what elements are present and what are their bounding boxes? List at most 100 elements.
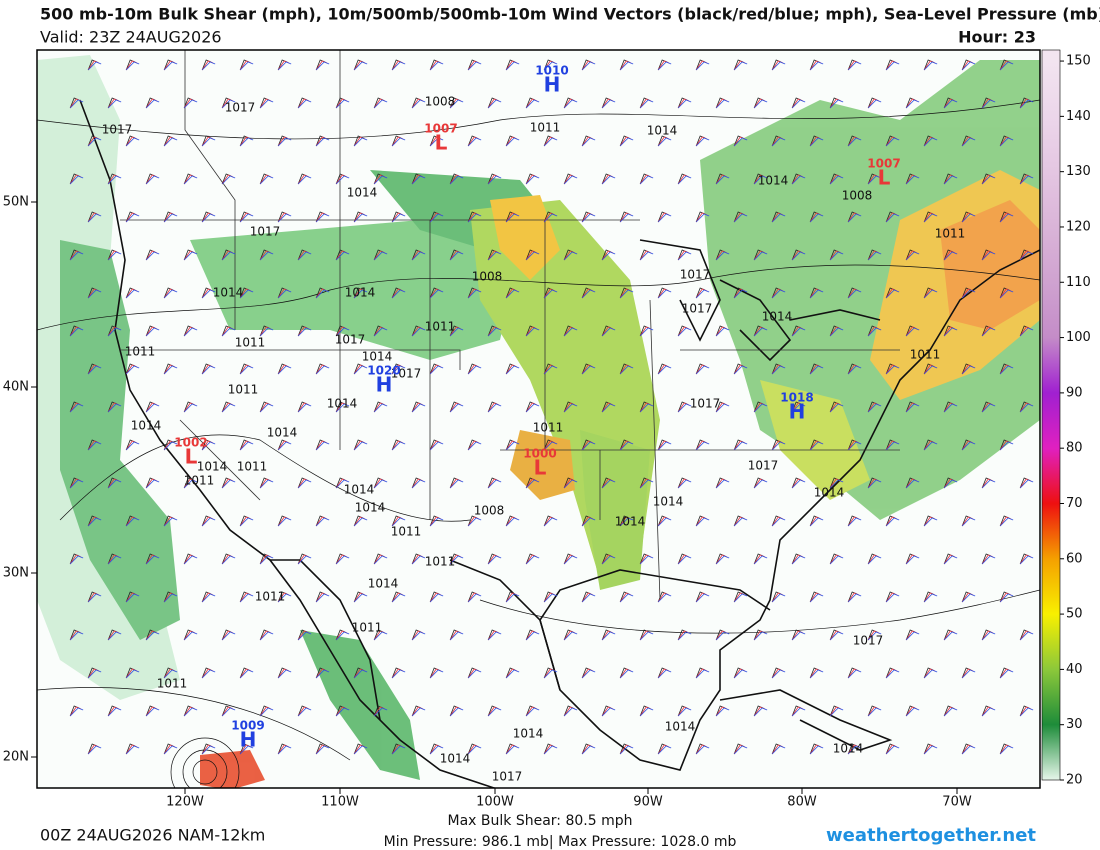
wind-barb bbox=[145, 99, 160, 109]
pressure-center-letter: L bbox=[185, 445, 198, 469]
wind-barb bbox=[429, 441, 444, 451]
wind-barb bbox=[449, 327, 464, 337]
wind-barb bbox=[715, 327, 730, 337]
wind-barb bbox=[619, 517, 634, 527]
wind-barb bbox=[335, 555, 350, 565]
isobar-label: 1011 bbox=[425, 320, 456, 334]
wind-barb bbox=[335, 631, 350, 641]
wind-barb bbox=[847, 61, 862, 71]
wind-barb bbox=[791, 707, 806, 717]
wind-barb bbox=[145, 555, 160, 565]
isobar-label: 1011 bbox=[935, 227, 966, 241]
pressure-center-letter: H bbox=[789, 400, 806, 424]
wind-barb bbox=[639, 479, 654, 489]
wind-barb bbox=[87, 745, 102, 755]
wind-barb bbox=[315, 517, 330, 527]
wind-barb bbox=[601, 99, 616, 109]
isobar-label: 1011 bbox=[530, 121, 561, 135]
wind-barb bbox=[335, 175, 350, 185]
wind-barb bbox=[639, 99, 654, 109]
wind-barb bbox=[619, 593, 634, 603]
wind-barb bbox=[125, 745, 140, 755]
wind-barb bbox=[277, 213, 292, 223]
wind-barb bbox=[601, 327, 616, 337]
lon-label: 110W bbox=[321, 795, 359, 810]
wind-barb bbox=[733, 745, 748, 755]
wind-barb bbox=[657, 289, 672, 299]
wind-barb bbox=[733, 441, 748, 451]
wind-barb bbox=[847, 213, 862, 223]
wind-barb bbox=[391, 289, 406, 299]
wind-barb bbox=[715, 707, 730, 717]
wind-barb bbox=[867, 555, 882, 565]
wind-barb bbox=[771, 745, 786, 755]
wind-barb bbox=[107, 327, 122, 337]
wind-barb bbox=[449, 251, 464, 261]
wind-barb bbox=[695, 441, 710, 451]
wind-barb bbox=[391, 517, 406, 527]
wind-barb bbox=[867, 479, 882, 489]
wind-barb bbox=[753, 479, 768, 489]
isobar-label: 1011 bbox=[237, 460, 268, 474]
wind-barb bbox=[809, 137, 824, 147]
wind-barb bbox=[201, 289, 216, 299]
wind-barb bbox=[981, 631, 996, 641]
isobar-label: 1011 bbox=[352, 621, 383, 635]
wind-barb bbox=[867, 403, 882, 413]
wind-barb bbox=[239, 61, 254, 71]
wind-barb bbox=[69, 631, 84, 641]
wind-barb bbox=[829, 555, 844, 565]
site-name: weathertogether.net bbox=[826, 825, 1036, 846]
wind-barb bbox=[885, 517, 900, 527]
wind-barb bbox=[87, 517, 102, 527]
wind-barb bbox=[335, 327, 350, 337]
wind-barb bbox=[525, 251, 540, 261]
wind-barb bbox=[87, 289, 102, 299]
wind-barb bbox=[829, 175, 844, 185]
wind-barb bbox=[391, 365, 406, 375]
wind-barb bbox=[467, 137, 482, 147]
wind-barb bbox=[525, 631, 540, 641]
run-info: 00Z 24AUG2026 NAM-12km bbox=[40, 826, 265, 845]
wind-barb bbox=[297, 555, 312, 565]
lat-label: 40N bbox=[3, 380, 29, 395]
wind-barb bbox=[715, 99, 730, 109]
wind-barb bbox=[221, 555, 236, 565]
wind-barb bbox=[429, 61, 444, 71]
wind-barb bbox=[277, 441, 292, 451]
wind-barb bbox=[543, 61, 558, 71]
isobar-label: 1014 bbox=[647, 124, 678, 138]
wind-barb bbox=[905, 403, 920, 413]
wind-barb bbox=[619, 289, 634, 299]
wind-barb bbox=[467, 441, 482, 451]
wind-barb bbox=[753, 327, 768, 337]
wind-barb bbox=[733, 365, 748, 375]
wind-barb bbox=[943, 631, 958, 641]
wind-barb bbox=[487, 99, 502, 109]
wind-barb bbox=[771, 517, 786, 527]
wind-barb bbox=[69, 555, 84, 565]
isobar-label: 1017 bbox=[391, 367, 422, 381]
wind-barb bbox=[145, 251, 160, 261]
wind-barb bbox=[449, 707, 464, 717]
isobar-label: 1008 bbox=[425, 95, 456, 109]
wind-barb bbox=[677, 707, 692, 717]
wind-barb bbox=[619, 137, 634, 147]
wind-barb bbox=[847, 745, 862, 755]
wind-barb bbox=[677, 479, 692, 489]
isobar-label: 1008 bbox=[474, 504, 505, 518]
wind-barb bbox=[505, 213, 520, 223]
isobar-label: 1011 bbox=[391, 525, 422, 539]
wind-barb bbox=[981, 327, 996, 337]
wind-barb bbox=[525, 403, 540, 413]
wind-barb bbox=[943, 327, 958, 337]
wind-barb bbox=[183, 251, 198, 261]
wind-barb bbox=[201, 593, 216, 603]
wind-barb bbox=[525, 175, 540, 185]
wind-barb bbox=[411, 479, 426, 489]
wind-barb bbox=[373, 327, 388, 337]
wind-barb bbox=[525, 707, 540, 717]
wind-barb bbox=[829, 631, 844, 641]
wind-barb bbox=[297, 327, 312, 337]
wind-barb bbox=[639, 631, 654, 641]
